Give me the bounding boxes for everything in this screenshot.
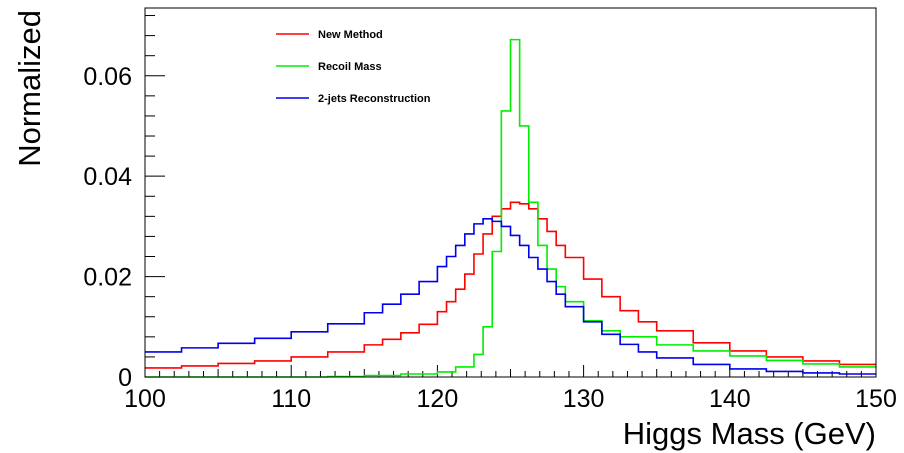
y-tick-label: 0.02 — [83, 264, 132, 292]
legend-label: Recoil Mass — [318, 61, 382, 73]
series-line-3 — [145, 218, 876, 375]
x-tick-label: 130 — [563, 385, 605, 413]
x-tick-label: 110 — [271, 385, 311, 413]
legend: New Method Recoil Mass 2-jets Reconstructi… — [276, 29, 431, 105]
y-tick-label: 0.06 — [83, 63, 132, 91]
series-line-2 — [145, 38, 876, 378]
legend-label: 2-jets Reconstruction — [318, 93, 431, 105]
plot-frame — [144, 7, 877, 378]
x-tick-label: 100 — [124, 385, 166, 413]
x-axis-title: Higgs Mass (GeV) — [623, 416, 876, 451]
tick-labels: 100 110 120 130 140 150 0 0.02 0.04 0.06 — [83, 63, 897, 413]
y-tick-label: 0 — [118, 364, 132, 392]
legend-label: New Method — [318, 29, 383, 41]
series-line-1 — [145, 201, 876, 369]
x-tick-label: 150 — [855, 385, 897, 413]
x-tick-label: 120 — [417, 385, 459, 413]
x-tick-label: 140 — [709, 385, 751, 413]
y-tick-label: 0.04 — [83, 163, 132, 191]
series-layer — [145, 38, 876, 378]
y-axis-title: Normalized — [12, 10, 47, 167]
